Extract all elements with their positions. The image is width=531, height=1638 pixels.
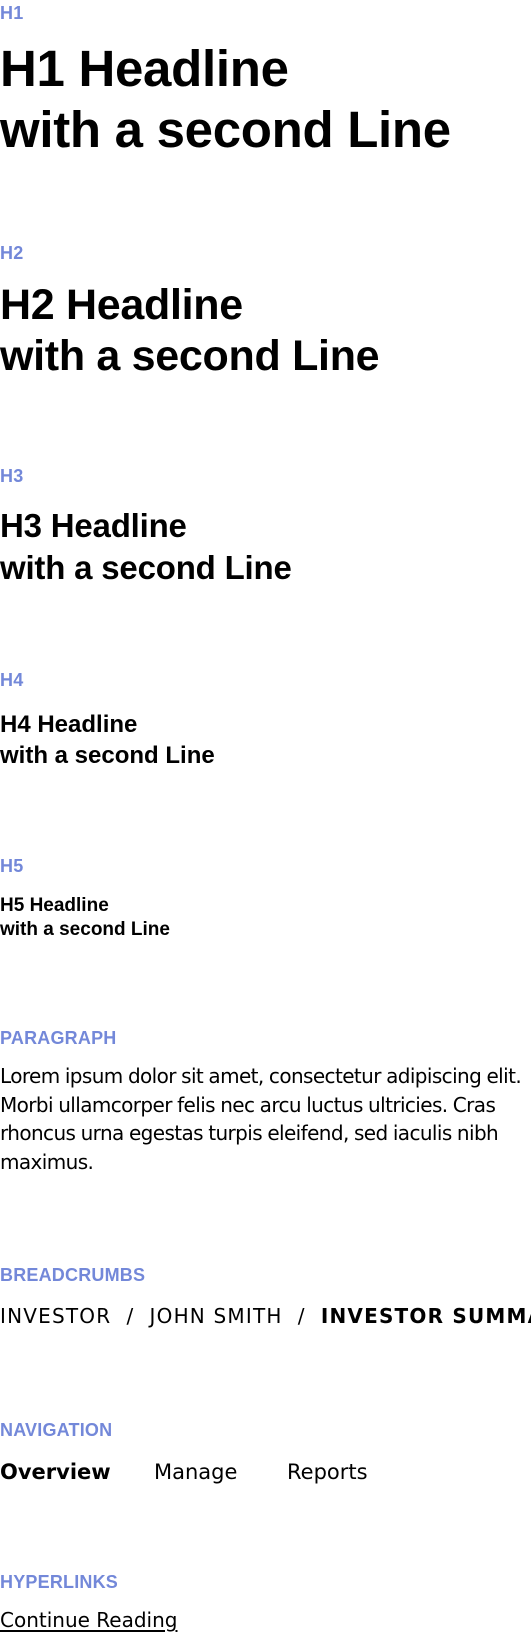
breadcrumbs-label: BREADCRUMBS <box>0 1265 146 1285</box>
breadcrumb: INVESTOR / JOHN SMITH / INVESTOR SUMMARY <box>0 1303 531 1329</box>
h2-label: H2 <box>0 243 24 263</box>
navigation-section: NAVIGATION Overview Manage Reports <box>0 1419 368 1486</box>
h1-headline: H1 Headline with a second Line <box>0 38 451 160</box>
nav-item-manage[interactable]: Manage <box>154 1460 238 1484</box>
navigation-label: NAVIGATION <box>0 1420 113 1440</box>
breadcrumb-item-investor[interactable]: INVESTOR <box>0 1304 112 1328</box>
h3-headline-line-2: with a second Line <box>0 549 292 586</box>
paragraph-text: Lorem ipsum dolor sit amet, consectetur … <box>0 1064 522 1174</box>
h5-headline: H5 Headline with a second Line <box>0 894 170 942</box>
h4-section: H4 H4 Headline with a second Line <box>0 669 215 771</box>
h2-headline-line-1: H2 Headline <box>0 281 243 329</box>
breadcrumbs-section: BREADCRUMBS INVESTOR / JOHN SMITH / INVE… <box>0 1264 531 1329</box>
h3-headline: H3 Headline with a second Line <box>0 505 292 589</box>
continue-reading-link[interactable]: Continue Reading <box>0 1608 178 1632</box>
h4-label: H4 <box>0 670 24 690</box>
breadcrumb-item-john-smith[interactable]: JOHN SMITH <box>149 1304 283 1328</box>
h2-headline-line-2: with a second Line <box>0 332 380 380</box>
h1-section: H1 H1 Headline with a second Line <box>0 2 451 160</box>
navigation-bar: Overview Manage Reports <box>0 1458 368 1486</box>
breadcrumb-separator: / <box>290 1304 314 1328</box>
paragraph-section: PARAGRAPH Lorem ipsum dolor sit amet, co… <box>0 1027 531 1176</box>
h1-headline-line-1: H1 Headline <box>0 40 289 97</box>
h1-headline-line-2: with a second Line <box>0 101 451 158</box>
breadcrumb-separator: / <box>118 1304 142 1328</box>
h3-section: H3 H3 Headline with a second Line <box>0 465 292 589</box>
nav-item-overview[interactable]: Overview <box>0 1460 111 1484</box>
h3-label: H3 <box>0 466 24 486</box>
hyperlinks-section: HYPERLINKS Continue Reading <box>0 1571 177 1633</box>
h1-label: H1 <box>0 3 24 23</box>
breadcrumb-item-investor-summary: INVESTOR SUMMARY <box>320 1304 531 1328</box>
h2-headline: H2 Headline with a second Line <box>0 280 380 382</box>
nav-item-reports[interactable]: Reports <box>287 1460 368 1484</box>
h5-section: H5 H5 Headline with a second Line <box>0 855 170 942</box>
h2-section: H2 H2 Headline with a second Line <box>0 242 380 382</box>
h5-headline-line-1: H5 Headline <box>0 895 109 916</box>
h5-headline-line-2: with a second Line <box>0 919 170 940</box>
h5-label: H5 <box>0 856 24 876</box>
paragraph-label: PARAGRAPH <box>0 1028 117 1048</box>
h4-headline-line-2: with a second Line <box>0 742 215 769</box>
h4-headline-line-1: H4 Headline <box>0 711 138 738</box>
h3-headline-line-1: H3 Headline <box>0 507 187 544</box>
h4-headline: H4 Headline with a second Line <box>0 709 215 771</box>
hyperlinks-label: HYPERLINKS <box>0 1572 119 1592</box>
